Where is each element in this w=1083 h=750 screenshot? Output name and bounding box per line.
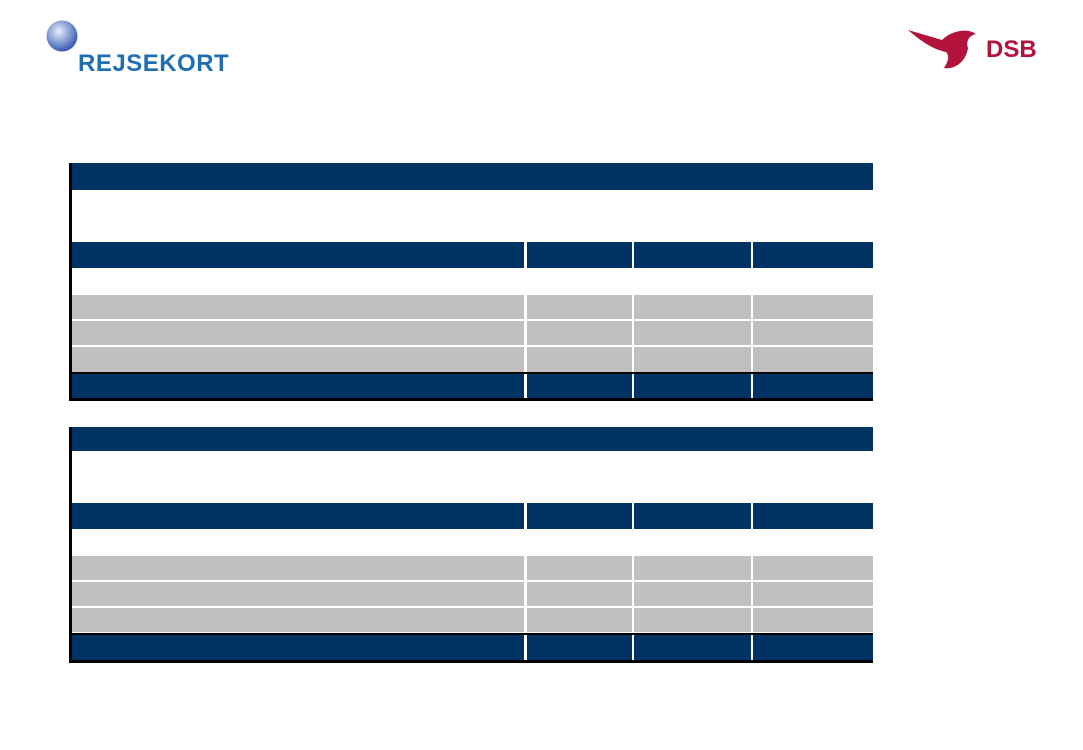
table-cell — [753, 347, 873, 372]
table-row — [72, 608, 873, 632]
table-left-rule — [69, 427, 72, 663]
table-title-bar — [72, 163, 873, 190]
table-cell — [527, 295, 634, 319]
table-row — [72, 347, 873, 372]
table-cell — [527, 556, 634, 580]
table-cell — [634, 582, 753, 606]
header-cell — [634, 242, 753, 268]
table-cell — [527, 582, 634, 606]
dsb-wordmark: DSB — [986, 36, 1037, 63]
header-cell — [72, 242, 527, 268]
table-cell — [753, 582, 873, 606]
table-cell — [527, 347, 634, 372]
table-cell — [753, 321, 873, 345]
total-cell — [634, 635, 753, 662]
table-2 — [69, 427, 873, 663]
table-cell — [72, 321, 527, 345]
dsb-logo: DSB — [906, 26, 1056, 74]
table-total-row — [72, 633, 873, 662]
table-title-bar — [72, 427, 873, 451]
table-row — [72, 582, 873, 606]
table-cell — [72, 582, 527, 606]
total-cell — [634, 374, 753, 400]
table-total-row — [72, 372, 873, 400]
total-cell — [527, 374, 634, 400]
table-1 — [69, 163, 873, 401]
header-cell — [72, 503, 527, 529]
table-cell — [634, 321, 753, 345]
table-cell — [72, 347, 527, 372]
dsb-wing-icon — [908, 30, 976, 69]
header-cell — [753, 503, 873, 529]
table-cell — [753, 295, 873, 319]
table-cell — [634, 556, 753, 580]
table-row — [72, 295, 873, 319]
table-cell — [753, 608, 873, 632]
table-cell — [753, 556, 873, 580]
table-row — [72, 556, 873, 580]
header-cell — [527, 242, 634, 268]
table-cell — [72, 295, 527, 319]
rejsekort-logo: REJSEKORT — [46, 20, 236, 80]
header-cell — [753, 242, 873, 268]
table-cell — [72, 608, 527, 632]
total-cell — [72, 374, 527, 400]
table-header-row — [72, 242, 873, 268]
table-bottom-rule — [69, 398, 873, 401]
rejsekort-wordmark: REJSEKORT — [78, 50, 230, 77]
header-cell — [527, 503, 634, 529]
table-left-rule — [69, 163, 72, 401]
table-bottom-rule — [69, 660, 873, 663]
table-cell — [634, 295, 753, 319]
total-cell — [753, 635, 873, 662]
table-cell — [527, 608, 634, 632]
table-row — [72, 321, 873, 345]
rejsekort-orb-icon — [46, 20, 78, 52]
total-cell — [72, 635, 527, 662]
table-cell — [634, 347, 753, 372]
total-cell — [753, 374, 873, 400]
table-header-row — [72, 503, 873, 529]
total-cell — [527, 635, 634, 662]
header-cell — [634, 503, 753, 529]
table-cell — [72, 556, 527, 580]
table-cell — [527, 321, 634, 345]
table-cell — [634, 608, 753, 632]
